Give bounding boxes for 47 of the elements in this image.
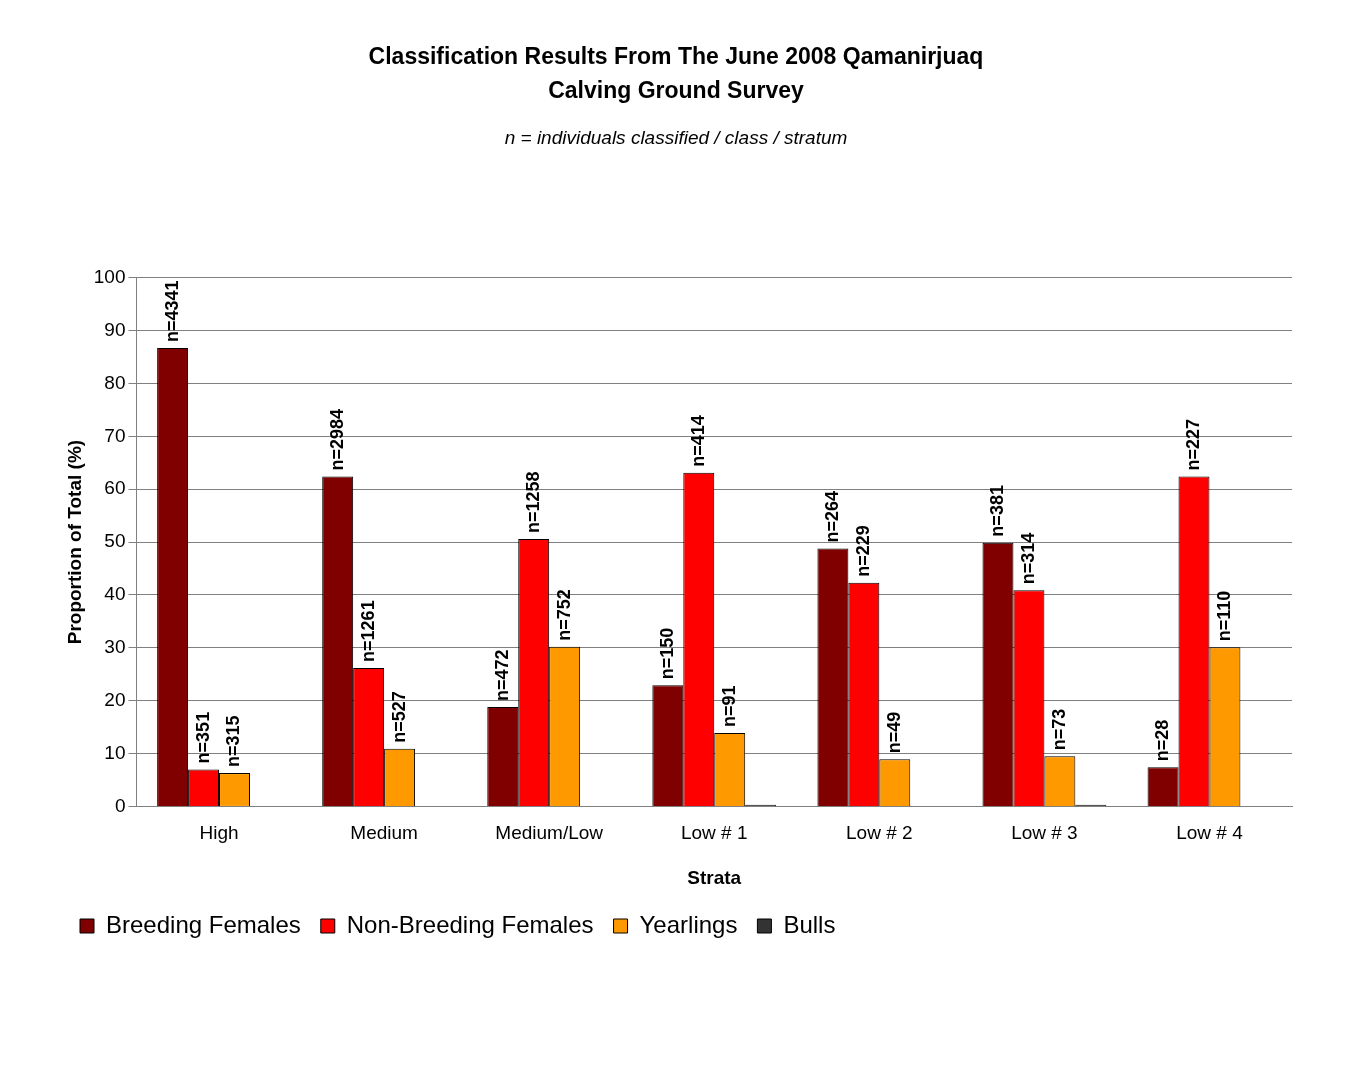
annotation: n=227 — [1182, 419, 1203, 471]
annotation: n=2984 — [326, 408, 347, 471]
annotation: n=28 — [1152, 719, 1173, 762]
annotation: n=414 — [687, 415, 708, 467]
y-tick-label: 40 — [104, 583, 126, 605]
annotation: n=1258 — [522, 471, 543, 533]
annotation: n=314 — [1017, 532, 1038, 585]
legend-label: Non-Breeding Females — [346, 910, 594, 938]
annotation: n=315 — [223, 715, 244, 768]
annotation: n=49 — [883, 711, 904, 754]
annotation: n=1261 — [357, 600, 378, 662]
x-axis-title: Strata — [687, 866, 742, 888]
legend-label: Breeding Females — [106, 910, 301, 938]
x-tick-label: Low # 1 — [680, 822, 748, 844]
x-tick-label: Medium/Low — [495, 822, 604, 844]
annotation: n=264 — [821, 490, 842, 543]
annotation: n=91 — [718, 685, 739, 727]
annotation: n=381 — [986, 485, 1007, 537]
annotation: n=150 — [656, 627, 677, 680]
legend-label: Yearlings — [639, 910, 738, 938]
y-tick-label: 30 — [104, 636, 126, 658]
x-tick-label: Medium — [350, 822, 418, 844]
y-tick-label: 10 — [104, 741, 126, 763]
annotation: n=110 — [1213, 590, 1234, 642]
x-tick-label: Low # 3 — [1011, 822, 1078, 844]
chart-title: Classification Results From The June 2008 Qamanirjuaq Calving Ground Survey — [368, 42, 984, 104]
x-tick-label: Low # 2 — [846, 822, 913, 844]
annotation: n=752 — [553, 589, 574, 641]
annotation: n=527 — [388, 691, 409, 743]
legend-label: Bulls — [783, 910, 836, 938]
annotation: n=4341 — [161, 280, 182, 343]
y-tick-label: 70 — [104, 424, 126, 446]
y-tick-label: 100 — [93, 266, 126, 288]
y-tick-label: 90 — [104, 318, 126, 340]
y-axis-title: Proportion of Total (%) — [63, 439, 85, 645]
y-tick-label: 80 — [104, 371, 126, 393]
x-tick-label: High — [199, 822, 239, 844]
annotation: n=472 — [491, 649, 512, 702]
chart-subtitle: n = individuals classified / class / stratum — [504, 126, 848, 148]
annotation: n=73 — [1048, 708, 1069, 751]
y-tick-label: 20 — [104, 688, 126, 710]
annotation: n=351 — [192, 711, 213, 764]
x-tick-label: Low # 4 — [1176, 822, 1244, 844]
annotation: n=229 — [852, 525, 873, 577]
y-tick-label: 50 — [104, 530, 126, 552]
y-tick-label: 60 — [104, 477, 126, 499]
y-tick-label: 0 — [114, 794, 126, 816]
